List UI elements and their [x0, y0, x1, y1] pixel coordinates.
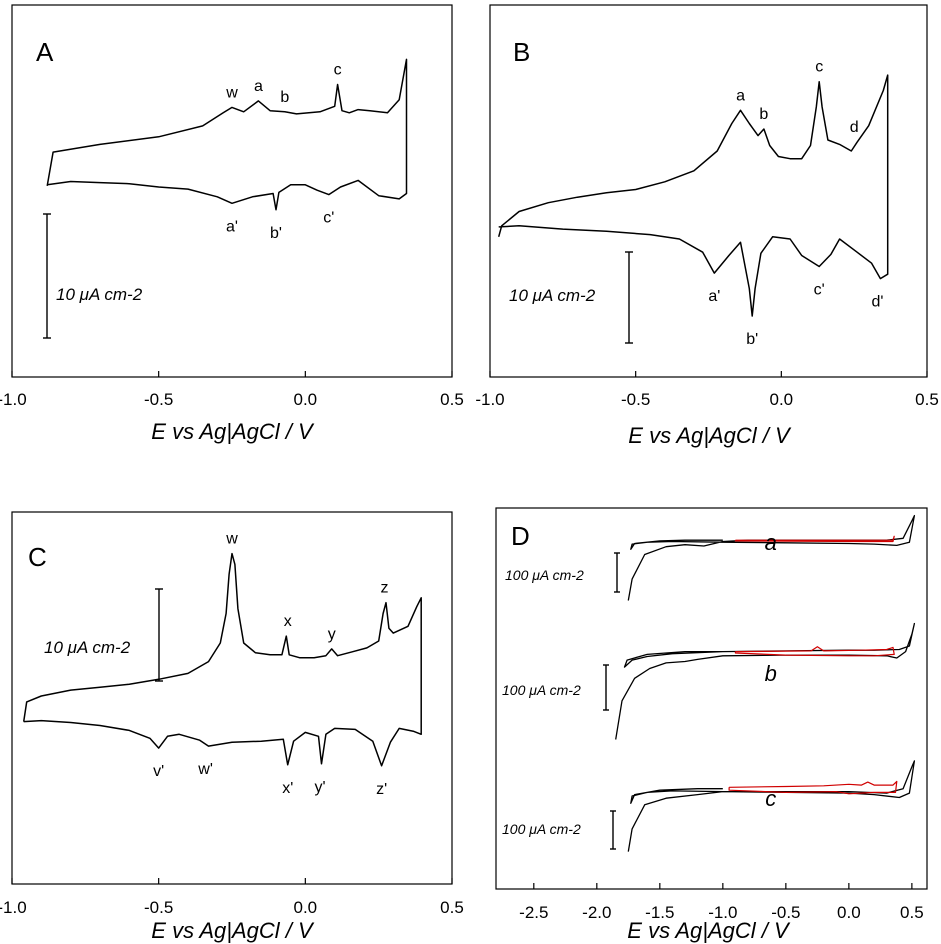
panel-c-peak-label: z' — [376, 781, 387, 798]
panel-b: B 10 μA cm-2 -1.0 -0.5 0.0 0.5 E vs Ag|AgCl… — [475, 4, 939, 448]
panel-c-peak-label: w — [225, 531, 238, 548]
panel-d-curve-letter-c: c — [765, 786, 776, 811]
panel-d-scale-label-c: 100 μA cm-2 — [502, 821, 581, 837]
panel-a-peak-label: c' — [323, 210, 334, 227]
panel-c-x-tick-label: 0.0 — [294, 898, 318, 917]
panel-c-x-axis-label: E vs Ag|AgCl / V — [151, 918, 315, 943]
panel-d-curve-letter-b: b — [765, 661, 777, 686]
panel-a-trace — [46, 58, 408, 211]
panel-a-x-tick-label: -0.5 — [144, 390, 173, 409]
panel-d-scale-label-a: 100 μA cm-2 — [505, 567, 584, 583]
panel-c-x-tick-label: -1.0 — [0, 898, 27, 917]
panel-d-x-tick-label: 0.5 — [900, 903, 924, 922]
panel-a-peak-label: b — [280, 89, 289, 106]
panel-d-black-trace-b — [615, 622, 916, 740]
panel-b-peak-label: c' — [814, 282, 825, 299]
panel-b-x-ticks: -1.0 -0.5 0.0 0.5 — [475, 371, 939, 409]
panel-b-x-axis-label: E vs Ag|AgCl / V — [628, 423, 792, 448]
panel-b-x-tick-label: -1.0 — [475, 390, 504, 409]
panel-a-letter: A — [36, 37, 54, 67]
panel-d-black-trace-a — [627, 514, 916, 601]
panel-c-trace — [22, 552, 422, 767]
panel-b-peak-label: d — [850, 119, 859, 136]
panel-c-letter: C — [28, 542, 47, 572]
panel-d-x-axis-label: E vs Ag|AgCl / V — [627, 918, 791, 943]
panel-d-red-trace-a — [734, 535, 895, 543]
panel-a-x-axis-label: E vs Ag|AgCl / V — [151, 419, 315, 444]
panel-c: C 10 μA cm-2 -1.0 -0.5 0.0 0.5 E vs Ag|AgCl… — [0, 511, 464, 943]
panel-d-frame — [495, 507, 928, 890]
panel-c-peak-label: x — [284, 613, 292, 630]
panel-d-letter: D — [511, 521, 530, 551]
panel-b-letter: B — [513, 37, 530, 67]
panel-b-frame — [489, 4, 928, 378]
panel-c-peak-label: v' — [153, 763, 164, 780]
panel-d-x-tick-label: -1.0 — [708, 903, 737, 922]
panel-a: A 10 μA cm-2 -1.0 -0.5 0.0 0.5 E vs Ag|AgCl… — [0, 4, 464, 444]
panel-d-x-tick-label: -2.0 — [582, 903, 611, 922]
panel-d-curves: a 100 μA cm-2 b 100 μA cm-2 c 100 μA cm-2 — [502, 514, 916, 852]
panel-a-peak-label: b' — [270, 225, 282, 242]
panel-d-x-tick-label: -0.5 — [771, 903, 800, 922]
panel-d-scale-label-b: 100 μA cm-2 — [502, 682, 581, 698]
panel-d-curve-c: c 100 μA cm-2 — [502, 760, 916, 852]
panel-c-peak-label: w' — [197, 761, 213, 778]
panel-d: D a 100 μA cm-2 b 100 μA cm-2 c 100 μA cm-2 -… — [495, 507, 928, 943]
panel-b-trace — [497, 74, 889, 317]
panel-c-peak-label: z — [381, 580, 389, 597]
panel-a-peak-label: w — [225, 84, 238, 101]
panel-b-peak-label: a' — [708, 288, 720, 305]
panel-a-peak-label: c — [334, 62, 342, 79]
panel-b-x-tick-label: 0.5 — [915, 390, 939, 409]
panel-b-peak-label: b — [759, 106, 768, 123]
panel-d-red-trace-b — [734, 646, 895, 657]
panel-a-x-tick-label: -1.0 — [0, 390, 27, 409]
panel-a-peak-label: a — [254, 78, 263, 95]
panel-d-x-tick-label: -1.5 — [645, 903, 674, 922]
panel-b-peak-label: b' — [746, 331, 758, 348]
panel-a-x-ticks: -1.0 -0.5 0.0 0.5 — [0, 371, 464, 409]
panel-b-peak-label: d' — [871, 294, 883, 311]
panel-a-frame — [11, 4, 453, 378]
panel-d-x-tick-label: -2.5 — [519, 903, 548, 922]
panel-d-x-ticks: -2.5 -2.0 -1.5 -1.0 -0.5 0.0 0.5 — [519, 883, 924, 922]
panel-c-scale-label: 10 μA cm-2 — [44, 638, 131, 657]
panel-c-peak-label: x' — [282, 780, 293, 797]
panel-d-x-tick-label: 0.0 — [837, 903, 861, 922]
panel-c-peak-label: y — [328, 626, 336, 643]
panel-d-red-trace-c — [728, 780, 898, 795]
panel-b-x-tick-label: 0.0 — [770, 390, 794, 409]
panel-b-x-tick-label: -0.5 — [621, 390, 650, 409]
panel-b-scale-label: 10 μA cm-2 — [509, 286, 596, 305]
panel-a-x-tick-label: 0.0 — [294, 390, 318, 409]
panel-d-black-trace-c — [627, 760, 916, 852]
panel-d-curve-b: b 100 μA cm-2 — [502, 622, 916, 740]
panel-c-x-ticks: -1.0 -0.5 0.0 0.5 — [0, 878, 464, 917]
panel-c-x-tick-label: -0.5 — [144, 898, 173, 917]
panel-d-curve-letter-a: a — [765, 530, 777, 555]
panel-c-x-tick-label: 0.5 — [440, 898, 464, 917]
panel-a-scale-label: 10 μA cm-2 — [56, 285, 143, 304]
panel-c-peak-label: y' — [314, 779, 325, 796]
panel-a-peak-label: a' — [226, 218, 238, 235]
panel-d-curve-a: a 100 μA cm-2 — [505, 514, 916, 601]
panel-a-x-tick-label: 0.5 — [440, 390, 464, 409]
panel-c-frame — [11, 511, 453, 885]
panel-b-peak-label: a — [736, 87, 745, 104]
panel-b-peak-label: c — [815, 59, 823, 76]
